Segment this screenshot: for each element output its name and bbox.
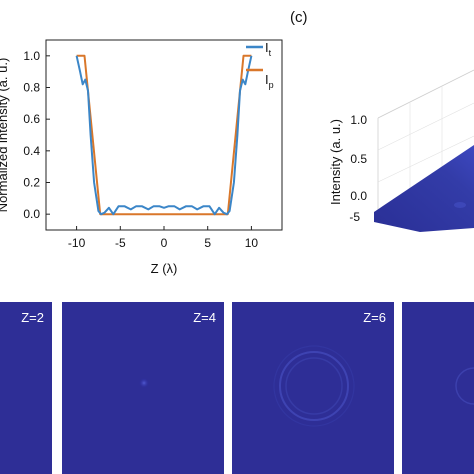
ring-pattern — [273, 345, 355, 427]
map-label-z6: Z=6 — [363, 310, 386, 325]
box-edge — [377, 69, 474, 119]
series-line-i-t — [75, 55, 253, 216]
map-label-z4: Z=4 — [193, 310, 216, 325]
x-tick-label: 0 — [161, 236, 168, 250]
legend: It Ip — [246, 40, 274, 90]
x-tick-label: -10 — [68, 236, 86, 250]
surface-plot: (c) 1.0 0.5 0.0 -5 Intensity (a. u.) — [290, 9, 474, 232]
plot-frame — [45, 39, 283, 231]
field-map-z2 — [0, 302, 52, 474]
x-tick-label: -5 — [349, 210, 360, 224]
line-chart: 0.0 0.2 0.4 0.6 0.8 1.0 -10 -5 0 5 10 Normalized … — [0, 39, 283, 276]
z-tick-label: 1.0 — [350, 113, 367, 127]
y-tick-label: 0.6 — [23, 112, 40, 126]
z-axis-label: Intensity (a. u.) — [328, 119, 343, 205]
field-map-z4 — [62, 302, 224, 474]
y-ticks: 0.0 0.2 0.4 0.6 0.8 1.0 — [23, 49, 50, 221]
y-tick-label: 0.8 — [23, 81, 40, 95]
y-axis-label: Normalized intensity (a. u.) — [0, 58, 10, 213]
field-maps: Z=2 Z=4 Z=6 — [0, 302, 474, 474]
map-label-z2: Z=2 — [21, 310, 44, 325]
focal-spot — [139, 378, 149, 388]
intensity-surface — [374, 145, 474, 232]
z-tick-label: 0.0 — [350, 189, 367, 203]
legend-label-ip: Ip — [265, 72, 274, 90]
field-map-z8 — [402, 302, 474, 474]
series-layer — [75, 54, 253, 216]
y-tick-label: 1.0 — [23, 49, 40, 63]
y-tick-label: 0.0 — [23, 207, 40, 221]
x-axis-label: Z (λ) — [151, 261, 178, 276]
x-tick-label: -5 — [115, 236, 126, 250]
x-tick-label: 10 — [245, 236, 259, 250]
y-tick-label: 0.4 — [23, 144, 40, 158]
panel-label-c: (c) — [290, 9, 308, 26]
ring-pattern — [455, 367, 474, 405]
ring-pattern — [285, 357, 343, 415]
y-tick-label: 0.2 — [23, 176, 40, 190]
field-map-z6 — [232, 302, 394, 474]
surface-highlight — [454, 202, 466, 208]
legend-label-it: It — [265, 40, 272, 58]
x-tick-label: 5 — [204, 236, 211, 250]
x-ticks: -10 -5 0 5 10 — [68, 226, 258, 250]
grid-line — [377, 135, 474, 183]
grid-line — [377, 102, 474, 151]
z-tick-label: 0.5 — [350, 152, 367, 166]
series-line-i-p — [76, 54, 252, 216]
ring-pattern — [279, 351, 349, 421]
